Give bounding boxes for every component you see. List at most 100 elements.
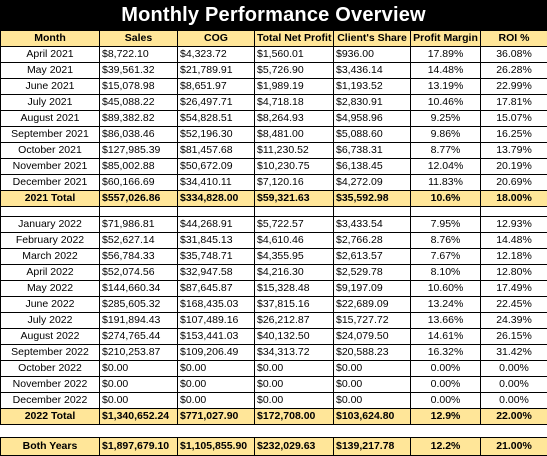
spacer-cell <box>100 425 178 438</box>
table-row: December 2021$60,166.69$34,410.11$7,120.… <box>1 175 547 191</box>
grand-total-row: Both Years$1,897,679.10$1,105,855.90$232… <box>1 438 547 456</box>
table-cell: $37,815.16 <box>255 297 334 313</box>
table-row: January 2022$71,986.81$44,268.91$5,722.5… <box>1 217 547 233</box>
table-cell: $2,529.78 <box>334 265 411 281</box>
table-cell: $285,605.32 <box>100 297 178 313</box>
table-cell: $0.00 <box>334 377 411 393</box>
table-cell: $274,765.44 <box>100 329 178 345</box>
table-cell: Profit Margin <box>411 31 481 47</box>
table-cell: 26.28% <box>481 63 547 79</box>
table-cell: $60,166.69 <box>100 175 178 191</box>
table-cell: $6,138.45 <box>334 159 411 175</box>
table-cell: 2021 Total <box>1 191 100 207</box>
spacer-cell <box>100 207 178 217</box>
table-cell: $0.00 <box>100 393 178 409</box>
table-cell: 22.00% <box>481 409 547 425</box>
table-cell: Client's Share <box>334 31 411 47</box>
table-cell: $52,627.14 <box>100 233 178 249</box>
table-cell: $85,002.88 <box>100 159 178 175</box>
table-cell: 17.81% <box>481 95 547 111</box>
table-cell: October 2021 <box>1 143 100 159</box>
table-cell: $210,253.87 <box>100 345 178 361</box>
table-cell: $35,592.98 <box>334 191 411 207</box>
table-cell: $4,272.09 <box>334 175 411 191</box>
spacer-cell <box>255 425 334 438</box>
table-cell: $50,672.09 <box>178 159 255 175</box>
table-cell: $31,845.13 <box>178 233 255 249</box>
table-cell: 20.19% <box>481 159 547 175</box>
table-cell: Both Years <box>1 438 100 456</box>
table-cell: March 2022 <box>1 249 100 265</box>
table-cell: 10.6% <box>411 191 481 207</box>
table-cell: $56,784.33 <box>100 249 178 265</box>
table-cell: 12.2% <box>411 438 481 456</box>
table-cell: $1,560.01 <box>255 47 334 63</box>
spacer-cell <box>411 425 481 438</box>
table-cell: $8,264.93 <box>255 111 334 127</box>
table-cell: February 2022 <box>1 233 100 249</box>
table-cell: $2,613.57 <box>334 249 411 265</box>
spacer-cell <box>178 425 255 438</box>
table-cell: $191,894.43 <box>100 313 178 329</box>
table-cell: $1,989.19 <box>255 79 334 95</box>
table-cell: June 2021 <box>1 79 100 95</box>
table-cell: $52,074.56 <box>100 265 178 281</box>
table-cell: 0.00% <box>411 393 481 409</box>
spacer-cell <box>178 207 255 217</box>
table-cell: 15.07% <box>481 111 547 127</box>
table-cell: $4,958.96 <box>334 111 411 127</box>
table-cell: $4,355.95 <box>255 249 334 265</box>
table-cell: COG <box>178 31 255 47</box>
table-cell: 7.95% <box>411 217 481 233</box>
table-cell: 13.19% <box>411 79 481 95</box>
table-cell: 2022 Total <box>1 409 100 425</box>
table-cell: $334,828.00 <box>178 191 255 207</box>
table-row: April 2022$52,074.56$32,947.58$4,216.30$… <box>1 265 547 281</box>
table-cell: $44,268.91 <box>178 217 255 233</box>
table-cell: $0.00 <box>178 393 255 409</box>
table-cell: July 2021 <box>1 95 100 111</box>
table-cell: $15,078.98 <box>100 79 178 95</box>
table-cell: $0.00 <box>255 393 334 409</box>
table-cell: $87,645.87 <box>178 281 255 297</box>
table-cell: 13.24% <box>411 297 481 313</box>
table-cell: $103,624.80 <box>334 409 411 425</box>
table-cell: January 2022 <box>1 217 100 233</box>
table-cell: $9,197.09 <box>334 281 411 297</box>
table-cell: $3,436.14 <box>334 63 411 79</box>
table-cell: September 2022 <box>1 345 100 361</box>
table-cell: $34,410.11 <box>178 175 255 191</box>
table-cell: $1,105,855.90 <box>178 438 255 456</box>
table-cell: $2,766.28 <box>334 233 411 249</box>
table-cell: $8,651.97 <box>178 79 255 95</box>
table-cell: $26,212.87 <box>255 313 334 329</box>
table-cell: $52,196.30 <box>178 127 255 143</box>
table-cell: $15,727.72 <box>334 313 411 329</box>
table-cell: $0.00 <box>334 361 411 377</box>
table-row: June 2021$15,078.98$8,651.97$1,989.19$1,… <box>1 79 547 95</box>
table-row: November 2021$85,002.88$50,672.09$10,230… <box>1 159 547 175</box>
table-cell: $54,828.51 <box>178 111 255 127</box>
table-cell: 7.67% <box>411 249 481 265</box>
table-cell: 10.60% <box>411 281 481 297</box>
table-cell: 20.69% <box>481 175 547 191</box>
table-cell: 26.15% <box>481 329 547 345</box>
table-cell: August 2021 <box>1 111 100 127</box>
spacer-cell <box>481 207 547 217</box>
table-cell: $1,193.52 <box>334 79 411 95</box>
table-row: August 2022$274,765.44$153,441.03$40,132… <box>1 329 547 345</box>
table-cell: $6,738.31 <box>334 143 411 159</box>
total-row-2022: 2022 Total$1,340,652.24$771,027.90$172,7… <box>1 409 547 425</box>
table-row: May 2022$144,660.34$87,645.87$15,328.48$… <box>1 281 547 297</box>
table-cell: 24.39% <box>481 313 547 329</box>
table-cell: 11.83% <box>411 175 481 191</box>
table-cell: $127,985.39 <box>100 143 178 159</box>
table-cell: 14.48% <box>411 63 481 79</box>
table-cell: $40,132.50 <box>255 329 334 345</box>
table-cell: $2,830.91 <box>334 95 411 111</box>
table-cell: 12.9% <box>411 409 481 425</box>
table-cell: $107,489.16 <box>178 313 255 329</box>
